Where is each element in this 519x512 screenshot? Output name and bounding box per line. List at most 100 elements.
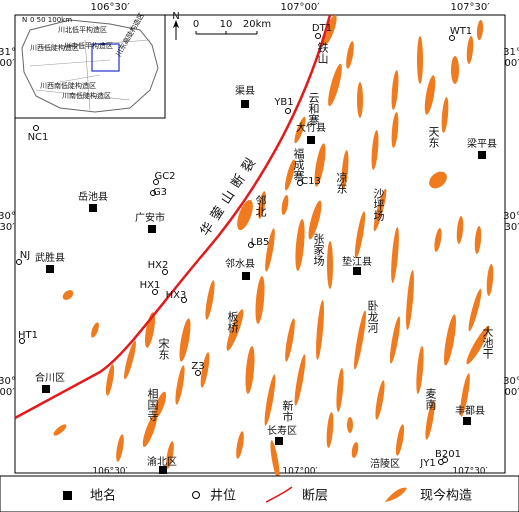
place-label: 武胜县 <box>35 251 65 264</box>
bottom-coordinate: 107°00′ <box>282 467 317 477</box>
place-label: 渝北区 <box>147 455 177 468</box>
top-coordinate: 107°30′ <box>450 2 490 13</box>
inset-region: 川南低陡构造区 <box>62 91 111 100</box>
structure-fold <box>237 199 253 231</box>
place-label: 垫江县 <box>342 255 372 268</box>
inset-outline <box>21 19 159 113</box>
well-marker <box>153 179 159 185</box>
place-marker <box>46 265 54 273</box>
structure-fold <box>314 143 326 187</box>
structure-fold <box>434 228 442 252</box>
well-label: B201 <box>435 449 461 460</box>
inset-region: 川西南低陡构造区 <box>40 81 96 90</box>
structure-fold <box>391 70 399 110</box>
structure-fold <box>116 434 124 462</box>
left-coordinate-degree: 31° <box>0 47 16 58</box>
well-marker <box>181 297 187 303</box>
structure-label: 板桥 <box>226 310 239 334</box>
inset-region: 川北低平构造区 <box>58 25 107 34</box>
structure-fold <box>264 374 276 426</box>
structure-fold <box>425 400 435 440</box>
structure-fold <box>328 63 342 107</box>
north-label: N <box>172 11 179 22</box>
structure-label: 沙坪场 <box>372 188 385 222</box>
structure-label: 麦南 <box>424 388 437 410</box>
inset-study-area <box>91 43 120 72</box>
structure-fold <box>391 227 399 283</box>
well-label: YB1 <box>273 97 293 108</box>
legend-frame <box>0 475 519 512</box>
left-coordinate-degree: 30° <box>0 376 16 387</box>
structure-label: 张家场 <box>312 233 325 267</box>
structure-fold <box>91 322 99 338</box>
structure-fold <box>444 314 456 366</box>
legend <box>0 475 519 512</box>
structure-fold <box>406 270 414 330</box>
structure-fold <box>347 417 353 433</box>
structure-fold <box>466 325 490 365</box>
structure-fold <box>375 380 385 420</box>
structure-fold <box>179 318 191 362</box>
place-marker <box>148 225 156 233</box>
structure-fold <box>105 364 115 396</box>
well-label: Z3 <box>191 361 204 372</box>
place-marker <box>89 204 97 212</box>
structure-fold <box>205 280 215 320</box>
structure-fold <box>265 228 275 272</box>
north-arrow <box>173 20 179 28</box>
place-marker <box>478 151 486 159</box>
place-marker <box>42 385 50 393</box>
structure-fold <box>346 41 354 69</box>
structure-fold <box>294 354 306 406</box>
place-marker <box>159 466 167 474</box>
structure-fold <box>62 290 74 300</box>
right-coordinate-degree: 30° <box>503 211 519 222</box>
structure-fold <box>144 312 156 348</box>
left-coordinate-minute: 30′ <box>0 222 15 233</box>
well-label: NC1 <box>28 132 49 143</box>
structure-fold <box>255 276 265 324</box>
structure-fold <box>258 191 266 219</box>
structure-fold <box>285 318 295 362</box>
well-label: HX2 <box>148 260 169 271</box>
structure-label: 大池干 <box>481 325 494 360</box>
structure-fold <box>389 316 401 364</box>
scale-tick: 20km <box>243 19 271 30</box>
well-label: NJ <box>20 250 30 261</box>
well-label: C13 <box>301 176 321 187</box>
structure-fold <box>281 195 289 215</box>
well-marker <box>162 269 168 275</box>
well-marker <box>315 33 321 39</box>
place-marker <box>463 417 471 425</box>
inset-scale: 0 50 100km <box>30 16 72 24</box>
place-label: 邻水县 <box>225 257 255 270</box>
legend-well-icon <box>192 491 200 499</box>
well-marker <box>195 370 201 376</box>
left-coordinate-minute: 00′ <box>0 387 15 398</box>
structure-fold <box>395 424 405 456</box>
structure-fold <box>323 14 337 46</box>
place-label: 丰都县 <box>455 404 485 417</box>
place-label: 大竹县 <box>296 121 326 134</box>
place-label: 合川区 <box>35 371 65 384</box>
structure-fold <box>336 368 344 412</box>
structure-fold <box>417 36 423 84</box>
top-coordinate: 107°00′ <box>280 2 320 13</box>
right-coordinate-minute: 30′ <box>505 222 519 233</box>
structure-fold <box>124 340 136 380</box>
structure-fold <box>391 112 399 148</box>
bottom-coordinate: 106°30′ <box>92 467 127 477</box>
structure-fold <box>351 442 359 458</box>
well-marker <box>33 125 39 131</box>
place-marker <box>353 267 361 275</box>
structure-label: 凉东 <box>335 171 348 194</box>
structure-fold <box>200 352 210 388</box>
structure-fold <box>416 346 424 394</box>
place-marker <box>275 437 283 445</box>
well-label: GC2 <box>154 171 175 182</box>
well-marker <box>248 242 254 248</box>
well-label: HT1 <box>18 330 38 341</box>
place-marker <box>307 136 315 144</box>
well-label: DT1 <box>312 23 332 34</box>
